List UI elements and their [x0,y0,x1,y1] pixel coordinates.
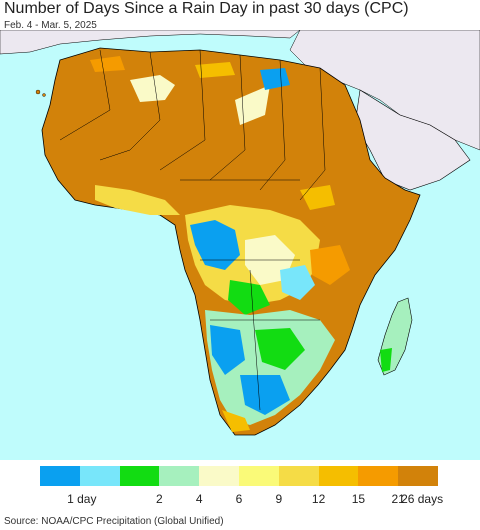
legend: 1 day 2 4 6 9 12 15 21 26 days [0,460,480,512]
legend-label: 4 [195,492,203,506]
country-borders [59,49,326,411]
east-central-wet [280,265,315,300]
source-credit: Source: NOAA/CPC Precipitation (Global U… [4,516,224,527]
legend-swatch [40,466,80,486]
legend-label: 21 [391,492,405,506]
tanzania-patch [310,245,350,285]
legend-swatch [398,466,438,486]
cape-dry-patch [222,410,250,432]
map-title: Number of Days Since a Rain Day in past … [4,0,409,17]
north-rain-patch [260,68,290,90]
congo-basin-rain [190,220,240,270]
zimbabwe-green [255,328,305,370]
namibia-rain [210,325,245,375]
sahara-patch-1 [130,75,175,102]
legend-swatch [318,466,359,486]
angola-green [228,280,270,315]
legend-label: 6 [235,492,243,506]
canary-islands-2 [42,93,46,97]
canary-islands [35,89,41,95]
legend-label: 12 [311,492,326,506]
south-africa-rain [240,375,290,415]
maghreb-patch [90,56,125,72]
legend-swatch [119,466,160,486]
legend-colorbar [40,466,438,486]
africa-map [0,30,480,460]
date-range: Feb. 4 - Mar. 5, 2025 [4,20,97,31]
west-africa-coast [95,185,180,215]
sudan-patch [300,185,335,210]
legend-swatch [199,466,239,486]
legend-swatch [159,466,200,486]
legend-label: 9 [275,492,283,506]
legend-swatch [79,466,120,486]
horn-of-africa [318,175,395,250]
europe-landmass [0,30,301,55]
legend-label: 1 day [67,492,97,506]
legend-swatch [278,466,319,486]
legend-label: 2 [156,492,163,506]
map-svg [0,30,480,460]
legend-label: 26 days [401,492,444,506]
sahara-patch-2 [235,85,270,125]
sahara-patch-3 [195,62,235,78]
legend-swatch [358,466,399,486]
legend-swatch [238,466,279,486]
madagascar-green [380,348,392,372]
legend-label: 15 [351,492,366,506]
